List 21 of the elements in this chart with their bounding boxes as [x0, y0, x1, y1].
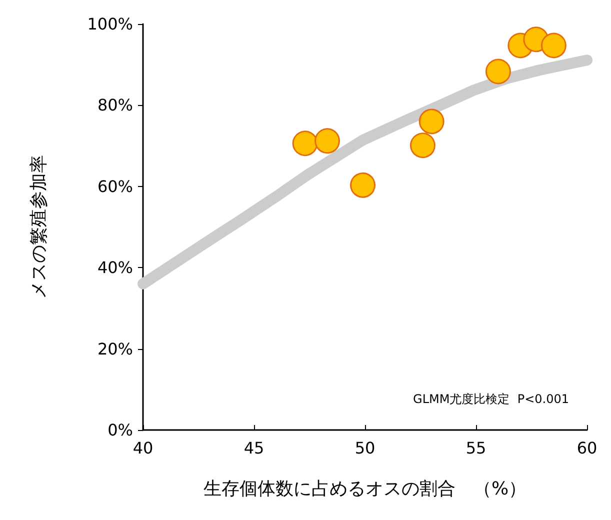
y-tick-label: 80%: [97, 96, 133, 115]
y-tick-label: 20%: [97, 339, 133, 358]
annotation: GLMM尤度比検定 P<0.001: [413, 392, 570, 406]
y-tick-label: 60%: [97, 176, 133, 196]
point: [418, 108, 444, 134]
y-tick-label: 100%: [87, 14, 133, 34]
y-tick-label: 40%: [97, 258, 133, 278]
point: [350, 172, 376, 198]
point: [292, 130, 318, 156]
x-tick-label: 60: [576, 438, 598, 458]
x-tick-label: 55: [466, 438, 486, 458]
y-axis-title: メスの繁殖参加率: [28, 155, 50, 299]
x-tick-label: 45: [244, 438, 264, 458]
point: [314, 128, 340, 154]
point: [485, 58, 511, 84]
point: [540, 32, 566, 58]
point: [410, 132, 436, 158]
x-axis-title: 生存個体数に占めるオスの割合 （%）: [203, 478, 527, 500]
y-tick-label: 0%: [108, 420, 133, 440]
x-tick-label: 40: [132, 438, 154, 458]
x-tick-label: 50: [354, 438, 376, 458]
